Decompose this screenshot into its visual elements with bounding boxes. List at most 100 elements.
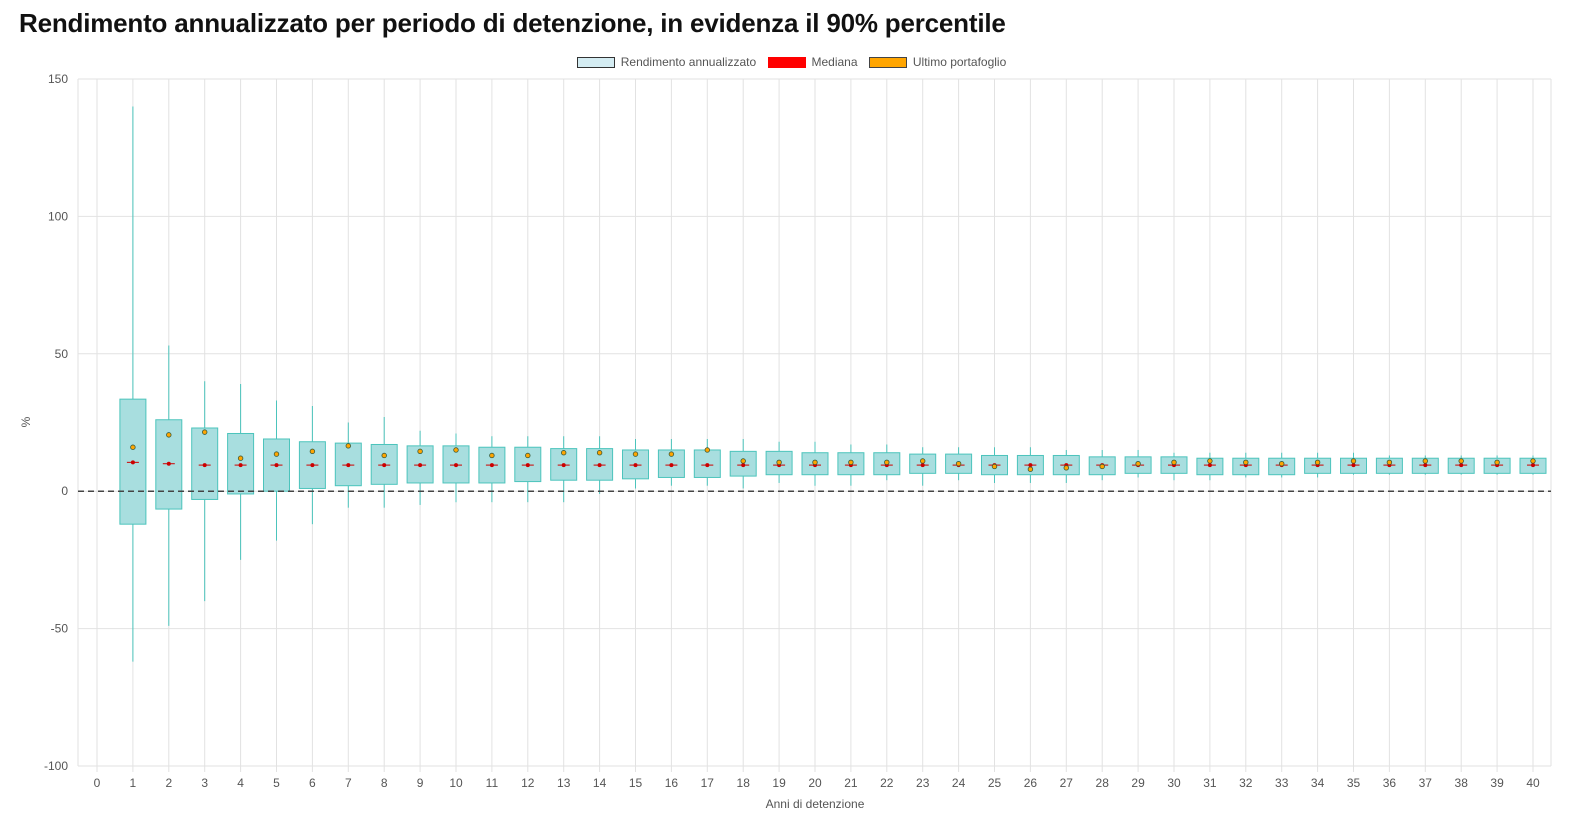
box-group xyxy=(442,433,470,503)
x-tick-label: 15 xyxy=(629,776,643,790)
last-portfolio-point xyxy=(1027,466,1034,472)
last-portfolio-point xyxy=(1063,465,1069,471)
box-group xyxy=(119,106,147,662)
x-tick-label: 22 xyxy=(880,776,894,790)
box-group xyxy=(586,436,614,494)
last-portfolio-point xyxy=(1278,461,1285,467)
legend-median-label: Mediana xyxy=(811,55,858,69)
box-group xyxy=(765,441,793,483)
legend-item-last[interactable]: Ultimo portafoglio xyxy=(868,55,1006,69)
last-portfolio-point xyxy=(1422,458,1428,464)
median-point xyxy=(1531,463,1535,468)
box-group xyxy=(1447,455,1475,475)
box-group xyxy=(191,381,219,602)
last-portfolio-point xyxy=(704,447,710,453)
last-portfolio-point xyxy=(345,443,351,449)
median-point xyxy=(130,460,135,465)
x-tick-label: 24 xyxy=(952,776,966,790)
median-point xyxy=(920,463,925,468)
median-point xyxy=(166,461,171,466)
x-tick-label: 29 xyxy=(1131,776,1145,790)
box-group xyxy=(406,430,434,505)
median-point xyxy=(489,463,494,468)
box-group xyxy=(1124,449,1152,478)
last-portfolio-point xyxy=(417,448,423,455)
last-portfolio-point xyxy=(166,432,172,438)
box-group xyxy=(801,441,829,486)
y-tick-label: 0 xyxy=(61,484,68,498)
x-tick-label: 38 xyxy=(1455,776,1469,790)
legend-last-swatch xyxy=(868,56,907,68)
x-tick-label: 33 xyxy=(1275,776,1289,790)
median-point xyxy=(454,463,458,468)
last-portfolio-point xyxy=(955,461,962,467)
x-tick-label: 31 xyxy=(1203,776,1217,790)
x-tick-label: 30 xyxy=(1167,776,1181,790)
last-portfolio-point xyxy=(561,450,567,456)
median-point xyxy=(418,463,423,468)
last-portfolio-point xyxy=(920,458,926,464)
x-tick-label: 13 xyxy=(557,776,571,790)
x-tick-label: 28 xyxy=(1096,776,1110,790)
last-portfolio-point xyxy=(1458,458,1464,464)
box-group xyxy=(622,438,649,489)
x-tick-label: 0 xyxy=(94,776,101,790)
y-tick-label: 150 xyxy=(48,72,68,86)
box-group xyxy=(227,384,255,560)
median-point xyxy=(202,463,207,468)
box-group xyxy=(514,436,542,503)
last-portfolio-point xyxy=(1350,458,1357,464)
median-point xyxy=(1459,463,1464,468)
legend-box-swatch xyxy=(576,56,615,68)
x-tick-label: 8 xyxy=(381,776,388,790)
chart-legend: Rendimento annualizzato Mediana Ultimo p… xyxy=(0,55,1583,71)
box-group xyxy=(981,447,1008,483)
last-portfolio-point xyxy=(812,459,818,466)
box-group xyxy=(657,438,685,486)
x-tick-labels: 0 1 2 3 4 5 6 7 8 9 10 11 12 13 14 15 16 17 18 19 20 21 22 23 24… xyxy=(94,776,1540,790)
x-tick-label: 40 xyxy=(1526,776,1540,790)
legend-item-box[interactable]: Rendimento annualizzato xyxy=(576,55,757,69)
chart-title: Rendimento annualizzato per periodo di d… xyxy=(19,8,1006,38)
last-portfolio-point xyxy=(489,452,495,459)
median-point xyxy=(705,463,710,468)
median-point xyxy=(741,463,746,468)
x-tick-label: 23 xyxy=(916,776,930,790)
x-tick-label: 1 xyxy=(130,776,137,790)
box-group xyxy=(334,422,362,508)
x-tick-label: 2 xyxy=(165,776,172,790)
last-portfolio-point xyxy=(740,458,746,464)
box-group xyxy=(1196,452,1224,481)
boxes-layer xyxy=(119,106,1547,662)
box-group xyxy=(1375,455,1403,475)
median-point xyxy=(238,463,243,468)
last-portfolio-point xyxy=(237,455,244,461)
x-tick-label: 36 xyxy=(1383,776,1397,790)
x-tick-label: 9 xyxy=(417,776,424,790)
x-tick-label: 3 xyxy=(201,776,208,790)
box-group xyxy=(1160,452,1188,481)
x-tick-label: 4 xyxy=(237,776,244,790)
last-portfolio-point xyxy=(201,429,208,435)
last-portfolio-point xyxy=(453,447,459,453)
box-group xyxy=(1340,452,1367,475)
last-portfolio-point xyxy=(525,452,531,459)
box-group xyxy=(945,447,973,481)
last-portfolio-point xyxy=(596,450,603,456)
box-group xyxy=(370,417,398,508)
box-group xyxy=(298,406,326,525)
x-tick-label: 37 xyxy=(1419,776,1433,790)
last-portfolio-point xyxy=(668,451,675,457)
last-portfolio-point xyxy=(309,448,316,455)
legend-box-label: Rendimento annualizzato xyxy=(620,55,757,69)
median-point xyxy=(633,463,638,468)
x-tick-label: 25 xyxy=(988,776,1002,790)
median-point xyxy=(1028,463,1033,468)
last-portfolio-point xyxy=(991,463,998,470)
box-group xyxy=(1483,455,1511,475)
median-point xyxy=(669,463,674,468)
legend-item-median[interactable]: Mediana xyxy=(767,55,858,69)
box-group xyxy=(478,436,506,503)
last-portfolio-point xyxy=(1099,463,1105,470)
